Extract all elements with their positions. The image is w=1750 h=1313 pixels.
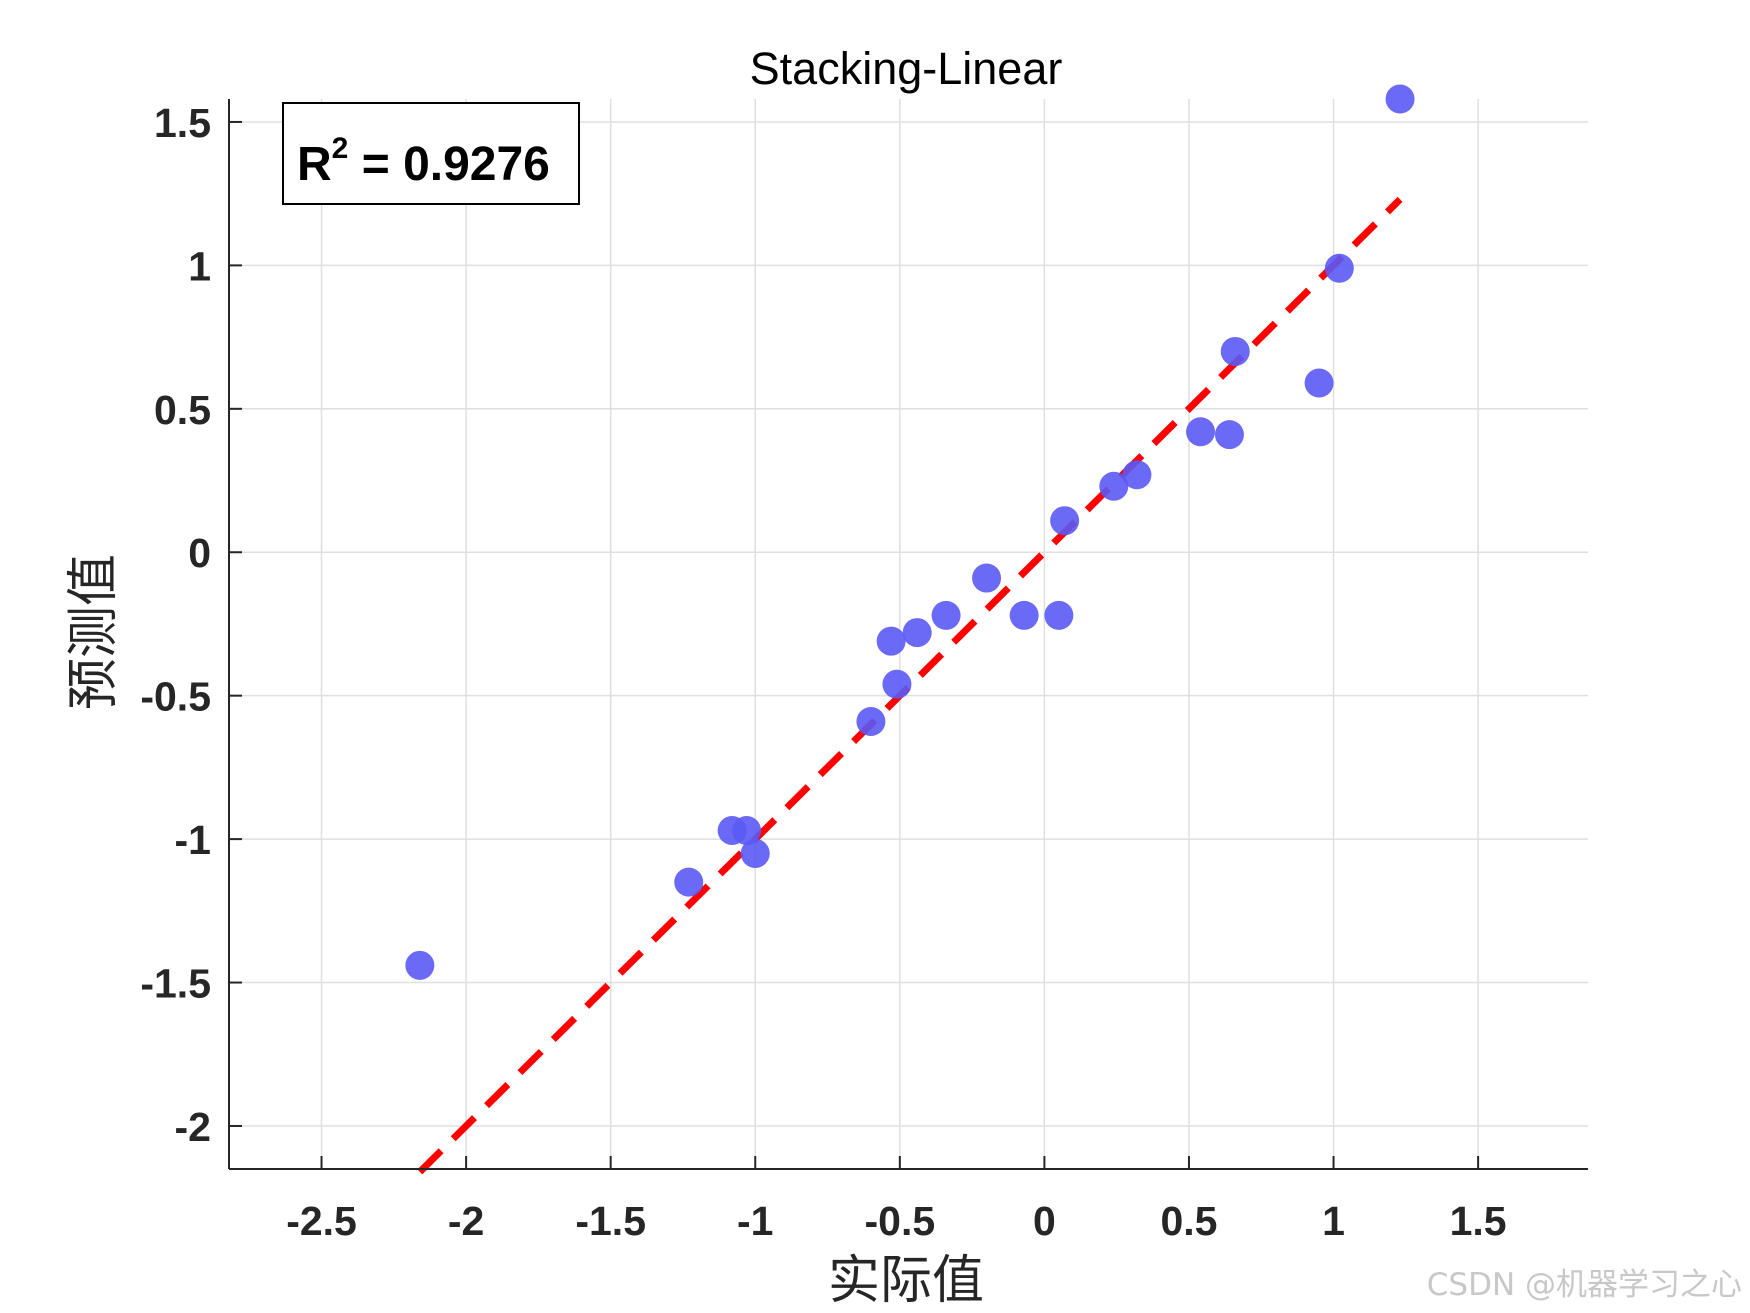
scatter-point: [1009, 600, 1039, 630]
scatter-point: [1324, 253, 1354, 283]
x-tick-label: 1: [1322, 1198, 1345, 1244]
scatter-point: [931, 600, 961, 630]
scatter-point: [1044, 600, 1074, 630]
x-axis-label: 实际值: [828, 1251, 984, 1311]
scatter-point: [1214, 420, 1244, 450]
scatter-point: [1186, 417, 1216, 447]
r2-text: R2 = 0.9276: [297, 132, 550, 191]
x-tick-label: -2.5: [286, 1198, 357, 1244]
tick-labels: -2.5 -2 -1.5 -1 -0.5 0 0.5 1 1.5 -2 -1.5 -1 -0.5 0 0.5…: [140, 100, 1506, 1244]
y-tick-label: 1: [188, 243, 211, 289]
r2-superscript: 2: [332, 132, 349, 165]
r2-annotation: R2 = 0.9276: [282, 102, 580, 205]
scatter-point: [1385, 84, 1415, 114]
y-tick-label: 1.5: [154, 100, 211, 146]
y-tick-label: 0: [188, 530, 211, 576]
scatter-point: [674, 867, 704, 897]
y-tick-label: -2: [175, 1104, 211, 1150]
y-tick-label: -1.5: [140, 961, 211, 1007]
scatter-point: [1050, 506, 1080, 536]
y-tick-label: 0.5: [154, 387, 211, 433]
scatter-point: [1220, 336, 1250, 366]
scatter-point: [902, 618, 932, 648]
r2-box: [282, 102, 580, 205]
x-tick-label: -2: [448, 1198, 484, 1244]
scatter-point: [740, 838, 770, 868]
y-axis-label: 预测值: [64, 554, 124, 710]
axes: [228, 99, 1588, 1170]
y-tick-label: -1: [175, 817, 211, 863]
data-points: [405, 84, 1415, 980]
x-tick-label: 1.5: [1450, 1198, 1507, 1244]
scatter-point: [972, 563, 1002, 593]
y-tick-label: -0.5: [140, 674, 211, 720]
scatter-point: [1304, 368, 1334, 398]
scatter-point: [856, 706, 886, 736]
x-tick-label: -0.5: [864, 1198, 935, 1244]
r2-value: = 0.9276: [348, 138, 550, 191]
scatter-point: [732, 816, 762, 846]
x-tick-label: 0: [1033, 1198, 1056, 1244]
scatter-point: [876, 626, 906, 656]
scatter-point: [1122, 460, 1152, 490]
chart-title: Stacking-Linear: [750, 43, 1063, 94]
x-tick-label: -1.5: [575, 1198, 646, 1244]
r2-symbol: R: [297, 138, 332, 191]
watermark: CSDN @机器学习之心: [1427, 1267, 1742, 1303]
scatter-point: [405, 950, 435, 980]
scatter-point: [1099, 471, 1129, 501]
x-tick-label: 0.5: [1160, 1198, 1217, 1244]
grid-lines: [229, 99, 1588, 1169]
x-tick-label: -1: [737, 1198, 773, 1244]
scatter-point: [882, 669, 912, 699]
